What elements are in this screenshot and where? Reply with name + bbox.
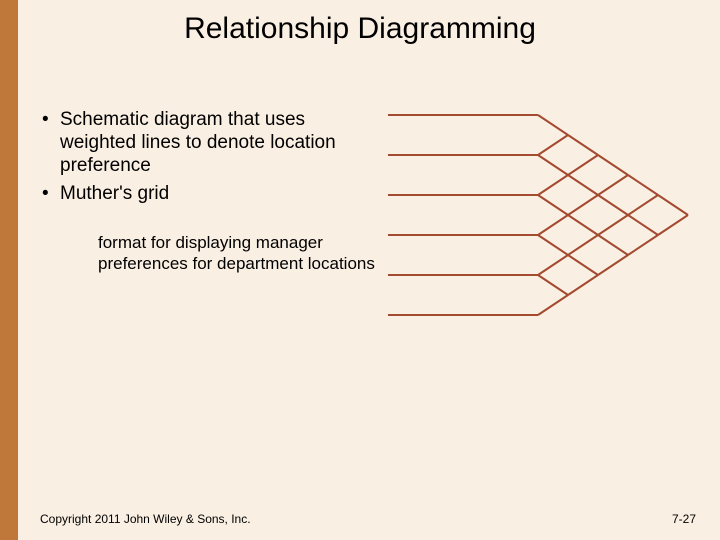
sub-text: format for displaying manager preference… bbox=[98, 232, 378, 275]
bullet-list: Schematic diagram that uses weighted lin… bbox=[38, 108, 378, 209]
slide: Relationship Diagramming Schematic diagr… bbox=[0, 0, 720, 540]
copyright-text: Copyright 2011 John Wiley & Sons, Inc. bbox=[40, 512, 251, 526]
page-title: Relationship Diagramming bbox=[0, 12, 720, 46]
list-item: Schematic diagram that uses weighted lin… bbox=[60, 108, 378, 178]
page-number: 7-27 bbox=[672, 512, 696, 526]
muther-grid-diagram bbox=[388, 110, 698, 320]
list-item: Muther's grid bbox=[60, 182, 378, 205]
left-accent-bar bbox=[0, 0, 18, 540]
